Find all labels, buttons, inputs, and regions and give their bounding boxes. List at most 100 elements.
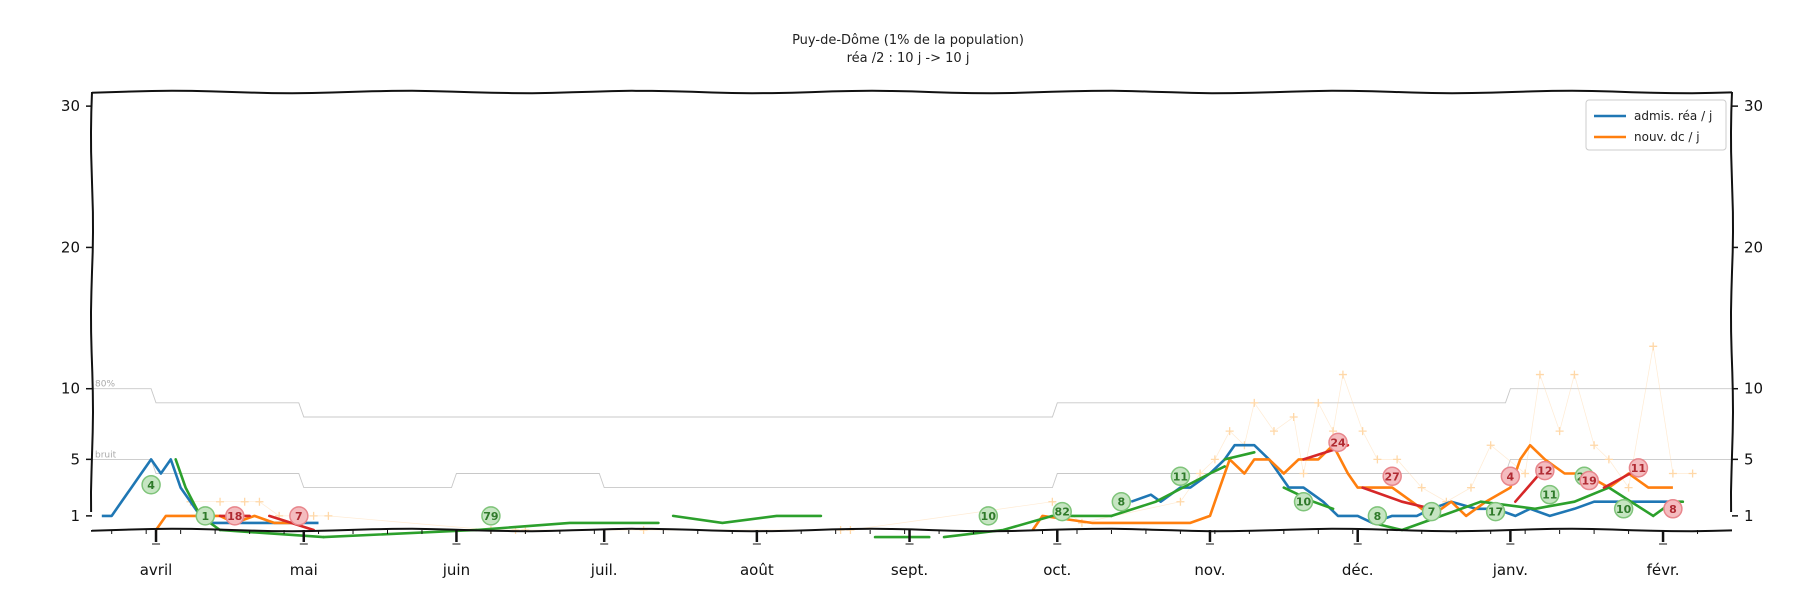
annotation-badge-12 bbox=[1382, 466, 1402, 487]
trend-segment-2 bbox=[322, 528, 478, 539]
noise-point-33 bbox=[1486, 441, 1495, 450]
frame-top bbox=[91, 89, 1733, 95]
x-axis: avril mai juin juil. août sept. oct. nov. déc. ja… bbox=[111, 530, 1699, 579]
noise-point-2 bbox=[240, 497, 249, 506]
annotation-text-20: 10 bbox=[1616, 503, 1632, 516]
annotation-badge-21 bbox=[1628, 458, 1649, 478]
reference-lines: 80% bruit bbox=[92, 380, 1732, 489]
annotation-badge-6 bbox=[1052, 501, 1072, 522]
annotation-text-0: 4 bbox=[147, 479, 155, 492]
y-tick-label-right-2: 10 bbox=[1744, 380, 1763, 398]
legend: admis. réa / j nouv. dc / j bbox=[1585, 99, 1727, 151]
annotation-badge-3 bbox=[289, 506, 309, 526]
reference-line-0 bbox=[92, 388, 1732, 418]
trend-segments bbox=[174, 443, 1685, 539]
annotation-badge-4 bbox=[481, 506, 501, 526]
annotation-text-10: 24 bbox=[1330, 436, 1346, 449]
y-tick-label-left-3: 20 bbox=[61, 238, 80, 256]
annotation-badge-1 bbox=[195, 506, 216, 526]
trend-segment-11 bbox=[1371, 500, 1483, 532]
annotation-badge-15 bbox=[1500, 466, 1521, 487]
y-tick-label-right-1: 5 bbox=[1744, 450, 1754, 468]
noise-point-18 bbox=[1225, 427, 1234, 436]
trend-segment-12 bbox=[1479, 500, 1537, 511]
annotation-text-8: 11 bbox=[1173, 470, 1188, 483]
noise-point-30 bbox=[1417, 483, 1426, 492]
frame-bottom bbox=[91, 527, 1733, 533]
noise-point-32 bbox=[1466, 483, 1475, 492]
chart-title: Puy-de-Dôme (1% de la population) bbox=[792, 33, 1024, 48]
y-tick-label-left-2: 10 bbox=[61, 380, 80, 398]
x-tick-label-3: juil. bbox=[590, 561, 618, 579]
noise-point-23 bbox=[1299, 469, 1308, 478]
noise-point-26 bbox=[1338, 370, 1347, 379]
reference-line-1 bbox=[92, 458, 1732, 489]
noise-point-20 bbox=[1250, 398, 1259, 407]
y-tick-label-left-1: 5 bbox=[70, 450, 80, 468]
annotation-text-2: 18 bbox=[227, 510, 242, 523]
noise-point-5 bbox=[309, 511, 318, 520]
annotation-text-15: 4 bbox=[1507, 470, 1515, 483]
noise-point-21 bbox=[1269, 427, 1278, 436]
noise-point-41 bbox=[1649, 342, 1658, 351]
noise-point-37 bbox=[1570, 370, 1579, 379]
annotation-badge-0 bbox=[141, 475, 161, 495]
annotation-badge-19 bbox=[1579, 470, 1599, 491]
noise-point-35 bbox=[1535, 370, 1544, 379]
annotation-badge-5 bbox=[978, 506, 999, 526]
annotation-text-13: 7 bbox=[1428, 506, 1436, 519]
noise-point-34 bbox=[1521, 469, 1530, 478]
noise-point-28 bbox=[1373, 455, 1382, 464]
reference-label-0: 80% bbox=[95, 380, 115, 390]
annotation-text-11: 8 bbox=[1374, 510, 1382, 523]
noise-point-39 bbox=[1604, 455, 1613, 464]
noise-point-43 bbox=[1688, 469, 1697, 478]
trend-segment-4 bbox=[671, 514, 823, 525]
legend-label-0: admis. réa / j bbox=[1634, 109, 1712, 123]
annotation-text-22: 8 bbox=[1669, 503, 1677, 516]
series-1-line-1 bbox=[1031, 443, 1673, 531]
noise-line bbox=[190, 346, 1693, 531]
trend-segment-16 bbox=[268, 514, 315, 532]
y-tick-label-left-4: 30 bbox=[61, 97, 80, 115]
annotation-badge-11 bbox=[1367, 506, 1388, 526]
x-tick-label-5: sept. bbox=[891, 561, 928, 579]
annotation-badge-14 bbox=[1485, 501, 1506, 522]
x-tick-label-6: oct. bbox=[1043, 561, 1071, 579]
legend-label-1: nouv. dc / j bbox=[1634, 130, 1700, 144]
trend-segment-10 bbox=[1282, 486, 1335, 511]
noise-point-6 bbox=[324, 511, 333, 520]
noise-point-22 bbox=[1289, 412, 1298, 421]
annotation-text-14: 17 bbox=[1488, 506, 1503, 519]
trend-segment-6 bbox=[942, 514, 1054, 539]
trend-segment-13 bbox=[1533, 486, 1611, 511]
trend-segment-19 bbox=[1514, 472, 1542, 503]
frame-right bbox=[1729, 91, 1735, 513]
noise-point-36 bbox=[1555, 427, 1564, 436]
noise-point-17 bbox=[1210, 455, 1219, 464]
annotation-badge-16 bbox=[1535, 460, 1555, 481]
y-tick-label-right-4: 30 bbox=[1744, 97, 1763, 115]
annotation-badge-10 bbox=[1328, 432, 1348, 453]
x-tick-label-8: déc. bbox=[1342, 561, 1374, 579]
plot-frame bbox=[89, 89, 1735, 533]
y-tick-label-left-0: 1 bbox=[70, 507, 80, 525]
annotation-badges: 41187791082811102482771741211231910118 bbox=[141, 432, 1683, 526]
x-tick-label-10: févr. bbox=[1647, 561, 1680, 579]
y-tick-label-right-3: 20 bbox=[1744, 238, 1763, 256]
noise-point-29 bbox=[1393, 455, 1402, 464]
y-tick-label-right-0: 1 bbox=[1744, 507, 1754, 525]
annotation-text-7: 8 bbox=[1117, 496, 1125, 509]
noise-point-24 bbox=[1314, 398, 1323, 407]
annotation-text-19: 19 bbox=[1582, 475, 1597, 488]
annotation-badge-8 bbox=[1170, 466, 1191, 487]
noise-point-3 bbox=[255, 497, 264, 506]
annotation-text-21: 11 bbox=[1631, 462, 1646, 475]
annotation-badge-22 bbox=[1663, 499, 1683, 519]
frame-left bbox=[89, 91, 95, 513]
annotation-text-4: 79 bbox=[483, 510, 498, 523]
x-tick-label-9: janv. bbox=[1492, 561, 1528, 579]
noise-point-38 bbox=[1590, 441, 1599, 450]
annotation-badge-13 bbox=[1421, 501, 1442, 522]
